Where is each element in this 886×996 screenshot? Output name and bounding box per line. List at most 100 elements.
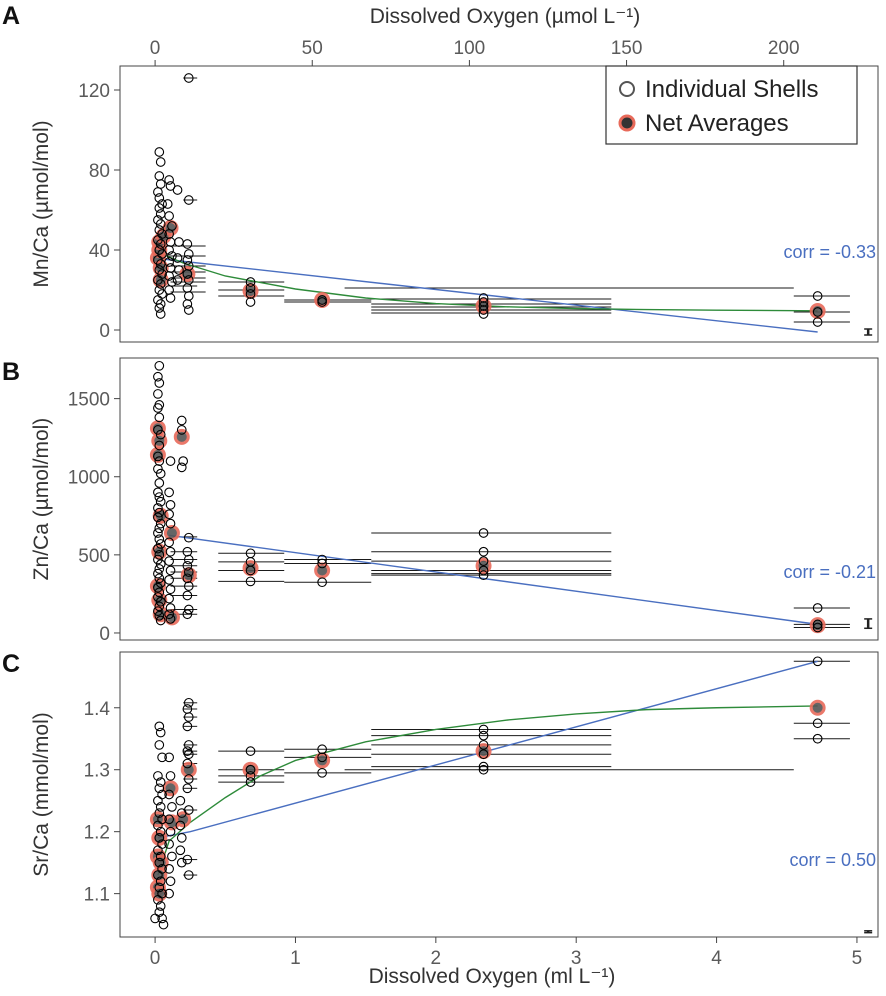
shell-point (153, 425, 163, 435)
shell-point (153, 771, 163, 781)
shell-point (245, 277, 256, 287)
average-point (163, 524, 180, 541)
shell-point (478, 301, 489, 311)
shell-point (175, 795, 186, 806)
shell-point (164, 556, 174, 566)
shell-point (164, 509, 174, 520)
shell-point (154, 147, 165, 157)
x-tick-label: 4 (711, 948, 722, 969)
shell-point (165, 565, 176, 576)
panel-label-b: B (2, 358, 20, 386)
shell-point (164, 888, 174, 899)
y-axis-label-a: Mn/Ca (µmol/mol) (30, 120, 53, 287)
average-point (314, 562, 331, 579)
shell-point (175, 845, 186, 856)
shell-point (154, 833, 165, 843)
shell-point (153, 403, 163, 413)
shell-point (154, 303, 165, 313)
shell-point (154, 492, 165, 502)
y-tick-label-c: 1.4 (84, 699, 111, 720)
shell-point (183, 554, 194, 565)
shell-point (153, 568, 163, 579)
shell-point (165, 518, 176, 529)
shell-point (182, 854, 193, 865)
shell-point (245, 777, 256, 787)
shell-point (154, 882, 165, 893)
shell-point (183, 712, 194, 722)
shell-point (478, 293, 489, 303)
shell-point (153, 820, 163, 831)
shell-point (154, 573, 165, 584)
shell-point (153, 451, 163, 462)
shell-point (183, 73, 194, 83)
y-tick-label-a: 80 (89, 161, 110, 182)
panel-label-a: A (2, 2, 20, 30)
shell-point (153, 371, 163, 382)
shell-point (812, 619, 823, 630)
corr-label-a: corr = -0.33 (783, 242, 876, 262)
shell-point (478, 730, 489, 741)
shell-point (155, 468, 166, 479)
top-tick-label: 150 (611, 38, 643, 59)
shell-point (155, 279, 166, 289)
legend-average-label: Net Averages (645, 110, 789, 137)
average-point (809, 699, 826, 716)
shell-point (155, 615, 166, 626)
shell-point (183, 740, 194, 750)
shell-point (317, 577, 327, 588)
shell-point (176, 425, 187, 435)
shell-point (183, 774, 194, 784)
shell-point (478, 749, 489, 760)
shell-point (812, 622, 823, 633)
shell-point (154, 550, 165, 560)
shell-point (164, 789, 174, 800)
y-tick-label-a: 40 (89, 241, 110, 262)
shell-point (155, 239, 166, 249)
x-tick-label: 0 (150, 948, 161, 969)
shell-point (183, 805, 194, 815)
shell-point (176, 833, 187, 843)
shell-point (176, 857, 187, 868)
shell-point (165, 603, 176, 613)
shell-point (182, 269, 193, 279)
shell-point (154, 534, 165, 545)
shell-point (155, 309, 166, 319)
shell-point (245, 283, 256, 293)
shell-point (155, 802, 166, 812)
shell-point (153, 512, 163, 523)
regression-line-a (162, 258, 818, 333)
shell-point (317, 297, 327, 307)
shell-point (183, 305, 194, 315)
shell-point (164, 271, 174, 281)
shell-point (153, 389, 163, 399)
shell-point (155, 826, 166, 837)
shell-point (154, 857, 165, 868)
shell-point (478, 546, 489, 557)
shell-point (478, 297, 489, 307)
shell-point (154, 808, 165, 818)
shell-point (245, 746, 256, 756)
shell-point (158, 919, 169, 930)
shell-point (164, 575, 174, 585)
shell-point (478, 528, 489, 538)
shell-point (812, 317, 823, 327)
x-tick-label: 2 (431, 948, 442, 969)
shell-point (155, 876, 166, 887)
shell-point (155, 777, 166, 787)
shell-point (182, 721, 193, 732)
legend-box (605, 65, 858, 145)
shell-point (182, 590, 193, 601)
shell-point (155, 727, 166, 738)
shell-point (155, 219, 166, 229)
y-tick-label-b: 500 (78, 546, 110, 567)
shell-point (245, 771, 256, 781)
shell-point (245, 764, 256, 775)
shell-point (182, 758, 193, 769)
shell-point (478, 565, 489, 576)
shell-point (164, 257, 174, 267)
shell-point (812, 291, 823, 301)
shell-point (183, 697, 194, 708)
shell-point (150, 913, 160, 924)
average-point (149, 446, 166, 463)
average-point (173, 428, 190, 445)
